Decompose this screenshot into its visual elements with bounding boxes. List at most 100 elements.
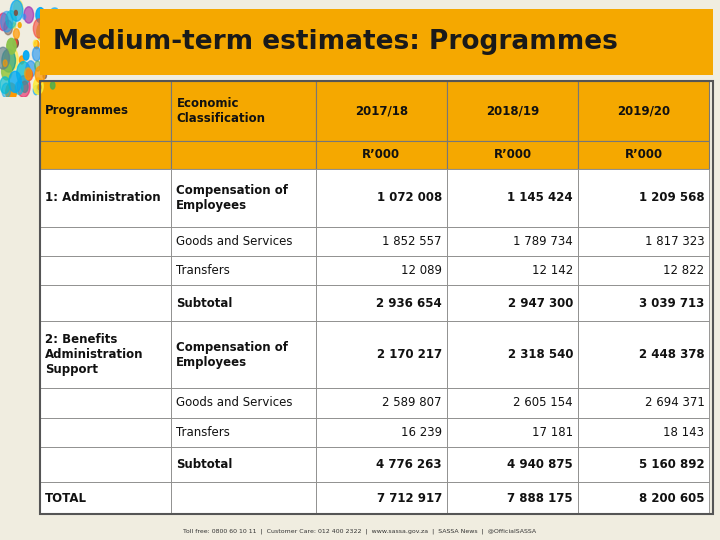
Text: 7 888 175: 7 888 175 (508, 492, 573, 505)
Text: 4 776 263: 4 776 263 (377, 458, 442, 471)
Circle shape (17, 76, 30, 97)
Circle shape (6, 38, 16, 54)
Text: 1 789 734: 1 789 734 (513, 235, 573, 248)
Circle shape (47, 24, 51, 31)
Circle shape (35, 66, 45, 83)
Text: 1 072 008: 1 072 008 (377, 192, 442, 205)
Circle shape (26, 69, 32, 80)
Text: Medium-term estimates: Programmes: Medium-term estimates: Programmes (53, 29, 618, 55)
Circle shape (4, 21, 12, 35)
Circle shape (4, 60, 7, 66)
Text: 2 694 371: 2 694 371 (644, 396, 704, 409)
Text: R’000: R’000 (625, 148, 663, 161)
Circle shape (52, 15, 55, 19)
Circle shape (17, 62, 30, 85)
Circle shape (43, 73, 47, 78)
Circle shape (49, 52, 58, 66)
Circle shape (3, 64, 12, 80)
Text: R’000: R’000 (493, 148, 531, 161)
Circle shape (40, 58, 50, 75)
Circle shape (14, 29, 19, 39)
Circle shape (33, 85, 39, 94)
Text: 2019/20: 2019/20 (617, 104, 670, 117)
Circle shape (9, 71, 22, 92)
Circle shape (0, 47, 9, 69)
Text: 5 160 892: 5 160 892 (639, 458, 704, 471)
Text: 7 712 917: 7 712 917 (377, 492, 442, 505)
Circle shape (24, 68, 32, 79)
Text: 1 817 323: 1 817 323 (645, 235, 704, 248)
Circle shape (14, 40, 17, 45)
Text: Transfers: Transfers (176, 264, 230, 277)
Text: 2 589 807: 2 589 807 (382, 396, 442, 409)
Text: Economic
Classification: Economic Classification (176, 97, 266, 125)
Text: Goods and Services: Goods and Services (176, 396, 292, 409)
Text: 2 936 654: 2 936 654 (376, 296, 442, 309)
Circle shape (23, 14, 26, 19)
Text: 17 181: 17 181 (532, 426, 573, 438)
Circle shape (13, 39, 18, 48)
Circle shape (10, 0, 23, 21)
Circle shape (52, 43, 55, 49)
Circle shape (41, 30, 53, 49)
Text: 1: Administration: 1: Administration (45, 192, 161, 205)
Text: 2 947 300: 2 947 300 (508, 296, 573, 309)
Text: Programmes: Programmes (45, 104, 130, 117)
Circle shape (26, 61, 35, 77)
Text: Toll free: 0800 60 10 11  |  Customer Care: 012 400 2322  |  www.sassa.gov.za  |: Toll free: 0800 60 10 11 | Customer Care… (184, 528, 536, 534)
Circle shape (33, 19, 45, 38)
Circle shape (15, 82, 23, 94)
Circle shape (23, 51, 29, 60)
Circle shape (19, 56, 24, 64)
Text: 3 039 713: 3 039 713 (639, 296, 704, 309)
Circle shape (2, 83, 11, 98)
Text: 12 822: 12 822 (663, 264, 704, 277)
Circle shape (4, 48, 18, 71)
Text: 1 852 557: 1 852 557 (382, 235, 442, 248)
Text: Subtotal: Subtotal (176, 458, 233, 471)
Circle shape (33, 40, 37, 46)
Text: Goods and Services: Goods and Services (176, 235, 292, 248)
Circle shape (42, 44, 45, 48)
Text: Compensation of
Employees: Compensation of Employees (176, 341, 288, 369)
Circle shape (40, 45, 44, 51)
Text: 12 142: 12 142 (532, 264, 573, 277)
Circle shape (34, 40, 39, 49)
Circle shape (37, 84, 42, 92)
Circle shape (32, 47, 41, 61)
Text: 4 940 875: 4 940 875 (508, 458, 573, 471)
Circle shape (37, 23, 48, 41)
Text: 18 143: 18 143 (663, 426, 704, 438)
Text: Transfers: Transfers (176, 426, 230, 438)
Text: 2 170 217: 2 170 217 (377, 348, 442, 361)
Circle shape (18, 23, 21, 28)
Text: 2 605 154: 2 605 154 (513, 396, 573, 409)
Circle shape (6, 11, 17, 28)
Circle shape (14, 0, 23, 15)
Text: 16 239: 16 239 (401, 426, 442, 438)
Circle shape (6, 83, 17, 101)
Circle shape (44, 11, 50, 22)
Circle shape (39, 19, 42, 25)
Text: 2017/18: 2017/18 (355, 104, 408, 117)
Text: Subtotal: Subtotal (176, 296, 233, 309)
Circle shape (2, 49, 16, 72)
Text: 2 318 540: 2 318 540 (508, 348, 573, 361)
Circle shape (38, 85, 41, 90)
Circle shape (34, 78, 43, 94)
Circle shape (36, 8, 45, 23)
Circle shape (50, 82, 55, 89)
Text: 2: Benefits
Administration
Support: 2: Benefits Administration Support (45, 333, 143, 376)
Text: 1 209 568: 1 209 568 (639, 192, 704, 205)
Circle shape (14, 10, 17, 15)
Circle shape (0, 13, 9, 31)
Circle shape (35, 61, 40, 71)
Text: 1 145 424: 1 145 424 (508, 192, 573, 205)
Text: 2018/19: 2018/19 (486, 104, 539, 117)
Circle shape (0, 77, 10, 93)
Circle shape (12, 23, 16, 29)
Circle shape (1, 11, 13, 32)
Text: 2 448 378: 2 448 378 (639, 348, 704, 361)
Circle shape (24, 7, 34, 23)
Circle shape (48, 8, 61, 31)
